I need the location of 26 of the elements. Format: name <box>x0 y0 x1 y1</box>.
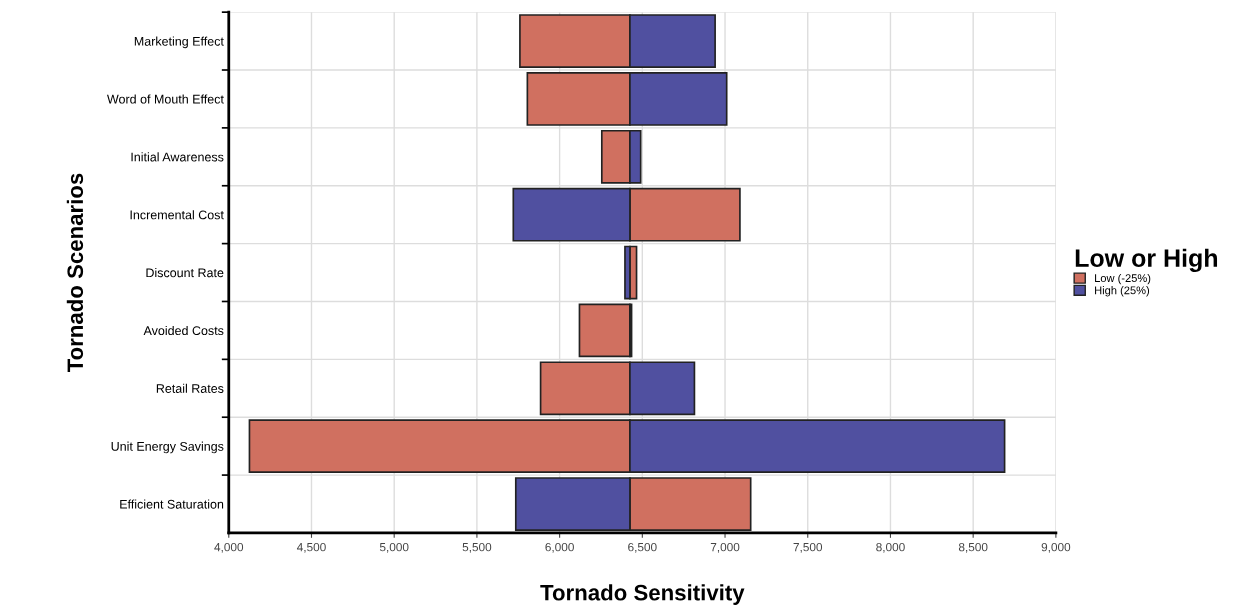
x-tick-label: 8,500 <box>958 542 988 553</box>
y-tick-label: Initial Awareness <box>131 152 224 162</box>
y-tick-label: Word of Mouth Effect <box>107 94 224 104</box>
y-tick-label: Incremental Cost <box>130 210 224 220</box>
x-tick-label: 4,000 <box>214 542 244 553</box>
x-tick-label: 6,000 <box>545 542 574 553</box>
legend-label: Low (-25%) <box>1095 273 1151 285</box>
x-tick-label: 9,000 <box>1041 542 1071 553</box>
y-tick-label: Unit Energy Savings <box>111 441 224 454</box>
y-tick-label: Avoided Costs <box>143 325 224 336</box>
x-tick-label: 4,500 <box>296 542 326 553</box>
x-tick-label: 7,500 <box>793 542 823 553</box>
x-tick-label: 8,000 <box>876 542 905 553</box>
x-tick-label: 6,500 <box>628 542 657 553</box>
x-tick-label: 7,000 <box>710 542 740 553</box>
legend-title: Low or High <box>1075 248 1218 273</box>
y-tick-label: Efficient Saturation <box>120 499 224 509</box>
y-tick-label: Discount Rate <box>146 268 224 278</box>
x-tick-label: 5,000 <box>379 542 409 553</box>
x-tick-label: 5,500 <box>462 542 492 553</box>
legend-label: High (25%) <box>1095 286 1150 297</box>
y-tick-label: Retail Rates <box>156 383 224 393</box>
y-axis-title: Tornado Scenarios <box>66 173 84 373</box>
x-axis-title: Tornado Sensitivity <box>540 584 745 605</box>
bar <box>578 303 631 358</box>
y-tick-label: Marketing Effect <box>134 36 224 49</box>
